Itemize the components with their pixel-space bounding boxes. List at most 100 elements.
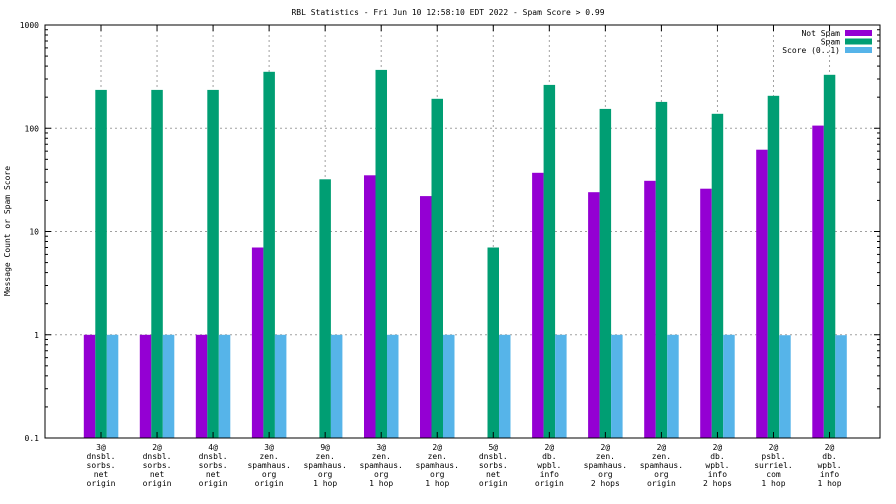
x-tick-label: net [486, 470, 501, 479]
x-tick-label: 1 hop [425, 479, 449, 488]
legend-swatch [845, 30, 872, 36]
x-tick-label: dnsbl. [479, 452, 508, 461]
bar-score-0-1 [667, 334, 679, 439]
bar-score-0-1 [555, 334, 567, 439]
x-tick-label: 1 hop [761, 479, 785, 488]
x-tick-label: 2 hops [703, 479, 732, 488]
bar-not-spam [420, 196, 432, 438]
bar-spam [95, 89, 107, 439]
x-tick-label: wpbl. [537, 461, 561, 470]
x-tick-label: zen. [259, 452, 278, 461]
x-tick-label: db. [822, 452, 836, 461]
x-tick-label: 1 hop [817, 479, 841, 488]
x-tick-label: spamhaus. [303, 461, 346, 470]
bar-score-0-1 [779, 335, 791, 438]
x-tick-label: zen. [652, 452, 671, 461]
bar-spam [263, 71, 275, 439]
x-tick-label: org [430, 470, 445, 479]
x-tick-label: spamhaus. [640, 461, 683, 470]
x-tick-label: psbl. [761, 452, 785, 461]
x-tick-label: zen. [316, 452, 335, 461]
x-tick-label: dnsbl. [143, 452, 172, 461]
x-tick-label: 2@ [432, 443, 442, 452]
x-tick-label: sorbs. [479, 461, 508, 470]
x-tick-label: db. [710, 452, 724, 461]
bar-score-0-1 [611, 334, 623, 439]
x-tick-label: spamhaus. [360, 461, 403, 470]
x-tick-label: 2@ [601, 443, 611, 452]
x-tick-label: org [654, 470, 669, 479]
bar-not-spam [83, 334, 96, 439]
x-tick-label: 2@ [713, 443, 723, 452]
x-tick-label: 3@ [264, 443, 274, 452]
y-tick-label: 100 [25, 124, 40, 133]
bar-spam [151, 89, 163, 439]
x-tick-label: com [766, 470, 781, 479]
bar-not-spam [139, 334, 152, 439]
bar-not-spam [251, 247, 264, 438]
legend-label: Not Spam [801, 29, 840, 38]
bar-not-spam [812, 125, 824, 438]
legend-label: Score (0..1) [782, 46, 840, 55]
x-tick-label: 2@ [545, 443, 555, 452]
bar-not-spam [364, 175, 376, 439]
x-tick-label: spamhaus. [247, 461, 290, 470]
x-tick-label: zen. [596, 452, 615, 461]
bar-score-0-1 [499, 334, 511, 439]
bar-spam [767, 95, 780, 439]
x-tick-label: 2@ [825, 443, 835, 452]
x-tick-label: origin [647, 479, 676, 488]
x-tick-label: zen. [372, 452, 391, 461]
x-tick-label: sorbs. [199, 461, 228, 470]
y-ticks: 0.1 1 10 100 1000 [20, 21, 880, 443]
y-tick-label: 10 [29, 228, 39, 237]
bar-score-0-1 [723, 334, 735, 439]
x-tick-label: dnsbl. [87, 452, 116, 461]
legend-swatch [845, 38, 872, 45]
bar-not-spam [532, 172, 544, 439]
x-tick-label: origin [87, 479, 116, 488]
x-tick-label: wpbl. [705, 461, 729, 470]
x-tick-labels: 3@dnsbl.sorbs.netorigin2@dnsbl.sorbs.net… [87, 25, 842, 488]
x-tick-label: 5@ [488, 443, 498, 452]
bar-spam [711, 113, 724, 439]
bar-not-spam [644, 180, 656, 439]
bar-score-0-1 [330, 334, 343, 439]
bar-spam [543, 84, 556, 439]
x-tick-label: surriel. [754, 461, 793, 470]
bar-score-0-1 [835, 335, 847, 438]
x-tick-label: origin [255, 479, 284, 488]
bar-score-0-1 [387, 334, 399, 439]
x-tick-label: org [318, 470, 333, 479]
y-tick-label: 1000 [20, 21, 39, 30]
bar-score-0-1 [443, 334, 455, 439]
x-tick-label: info [540, 470, 559, 479]
bar-spam [431, 98, 443, 439]
x-tick-label: origin [535, 479, 564, 488]
x-tick-label: origin [479, 479, 508, 488]
x-tick-label: 1 hop [369, 479, 393, 488]
bar-score-0-1 [274, 334, 287, 439]
bar-score-0-1 [218, 334, 231, 439]
bar-spam [207, 89, 219, 439]
bar-spam [375, 69, 387, 439]
x-tick-label: wpbl. [817, 461, 841, 470]
x-tick-label: zen. [428, 452, 447, 461]
x-tick-label: 4@ [208, 443, 218, 452]
x-tick-label: net [150, 470, 165, 479]
y-tick-label: 0.1 [25, 434, 40, 443]
bar-spam [823, 74, 836, 439]
x-tick-label: 2@ [152, 443, 162, 452]
legend-swatch [845, 47, 872, 53]
x-tick-label: 2 hops [591, 479, 620, 488]
bar-not-spam [756, 149, 768, 438]
bar-spam [319, 179, 331, 439]
x-tick-label: spamhaus. [416, 461, 459, 470]
x-tick-label: sorbs. [87, 461, 116, 470]
bar-not-spam [195, 334, 208, 439]
y-axis-label: Message Count or Spam Score [3, 166, 12, 296]
x-tick-label: net [94, 470, 109, 479]
bars [83, 69, 847, 439]
bar-not-spam [588, 192, 600, 438]
